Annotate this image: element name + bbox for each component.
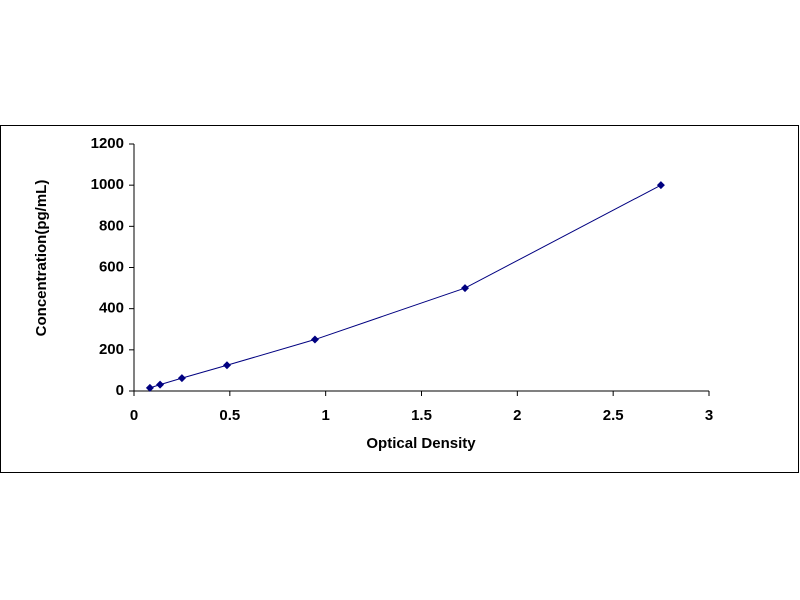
- x-tick-label: 2.5: [603, 407, 624, 424]
- point: [156, 380, 165, 389]
- y-tick-label: 600: [99, 258, 124, 275]
- point: [145, 383, 154, 392]
- point: [461, 284, 470, 293]
- y-tick-label: 800: [99, 217, 124, 234]
- x-axis-label: Optical Density: [366, 435, 476, 452]
- y-tick-label: 400: [99, 300, 124, 317]
- x-tick-label: 3: [705, 407, 713, 424]
- x-tick-label: 1.5: [411, 407, 432, 424]
- point: [656, 181, 665, 190]
- x-tick-label: 1: [321, 407, 329, 424]
- point: [177, 374, 186, 383]
- y-axis-label: Concentration(pg/mL): [33, 180, 50, 337]
- point: [222, 361, 231, 370]
- y-tick-label: 1000: [91, 176, 124, 193]
- y-tick-label: 1200: [91, 135, 124, 152]
- x-tick-label: 2: [513, 407, 521, 424]
- y-tick-label: 0: [116, 382, 124, 399]
- point: [310, 335, 319, 344]
- y-tick-label: 200: [99, 341, 124, 358]
- x-tick-label: 0.5: [219, 407, 240, 424]
- x-tick-label: 0: [130, 407, 138, 424]
